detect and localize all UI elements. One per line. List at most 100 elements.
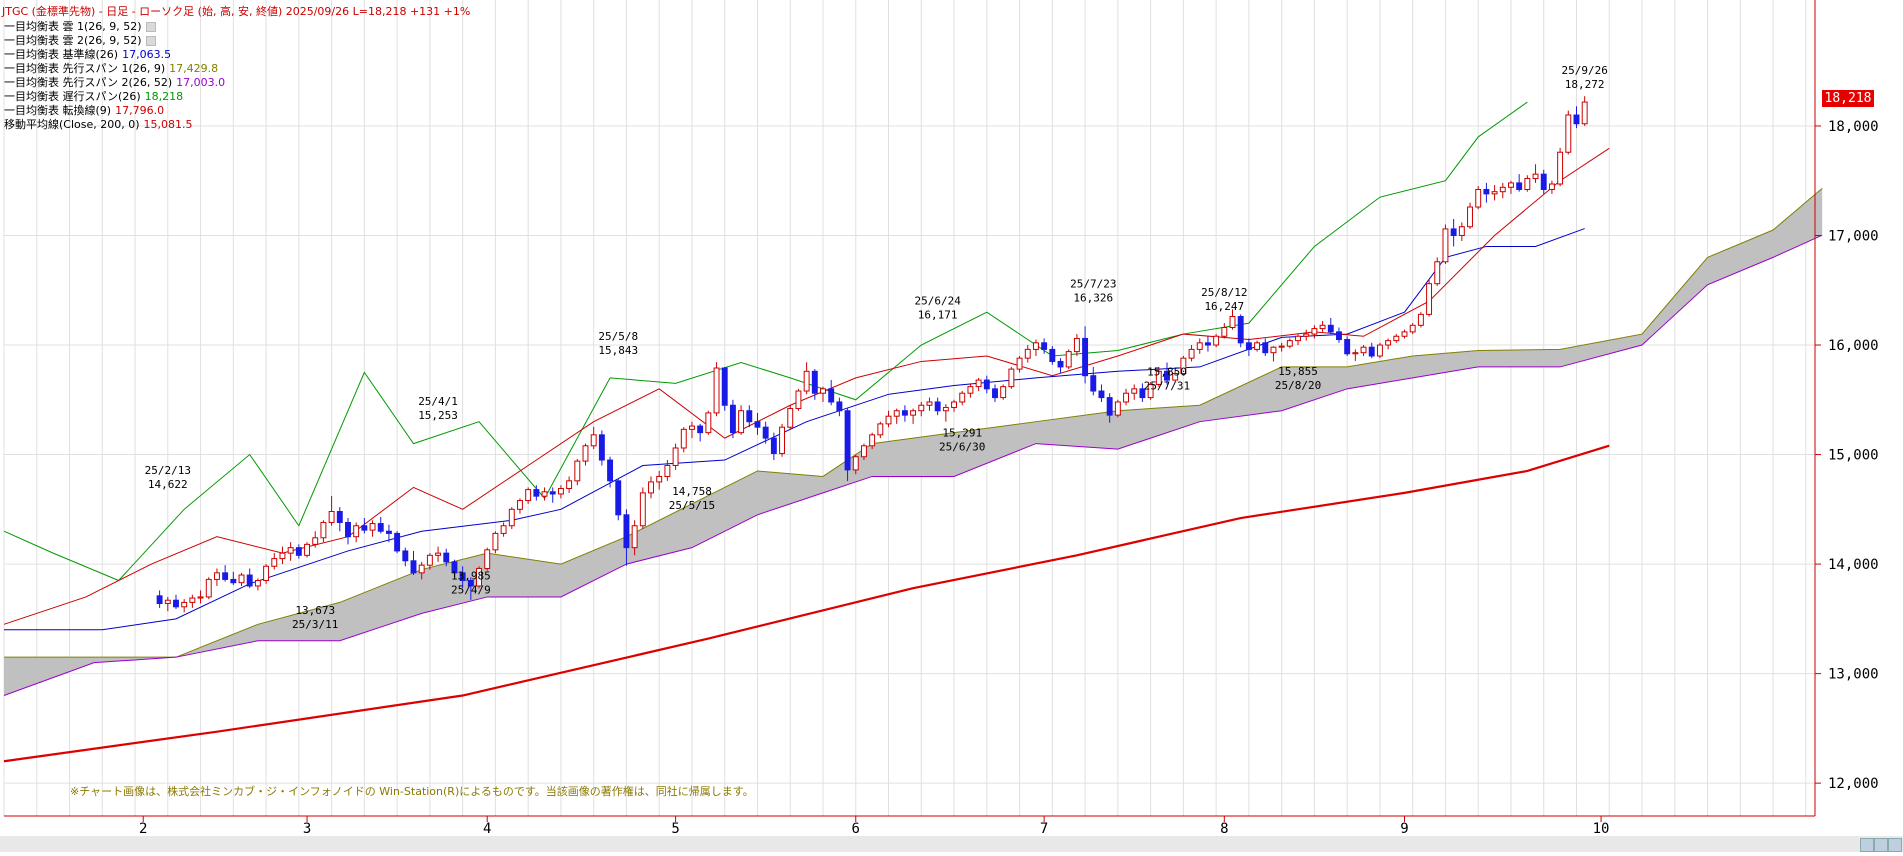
candle-body	[164, 599, 171, 605]
candle-body	[1041, 342, 1048, 350]
candle-body	[852, 456, 859, 471]
zoom-button[interactable]	[1888, 838, 1902, 852]
x-tick-label: 10	[1593, 821, 1610, 837]
candle-body	[1557, 151, 1564, 185]
annotation-label: 25/7/23	[1070, 277, 1116, 290]
candle-body	[549, 491, 556, 495]
candle-body	[1319, 324, 1326, 330]
scroll-left-button[interactable]	[1860, 838, 1874, 852]
candle-body	[1196, 342, 1203, 350]
legend-label: 一目均衡表 先行スパン 2(26, 52)	[4, 76, 173, 89]
candle-body	[336, 511, 343, 523]
candle-body	[271, 558, 278, 567]
candle-body	[967, 386, 974, 394]
candle-body	[1204, 342, 1211, 346]
candle-body	[1123, 392, 1129, 403]
candle-body	[811, 370, 818, 394]
candle-body	[1393, 335, 1400, 342]
candle-body	[254, 580, 261, 587]
candle-body	[1548, 183, 1555, 190]
legend-value: 17,003.0	[176, 76, 226, 89]
candle-body	[1508, 182, 1514, 188]
candle-body	[1467, 206, 1473, 228]
copyright-notice: ※チャート画像は、株式会社ミンカブ・ジ・インフォノイドの Win-Station…	[70, 785, 754, 798]
candle-body	[492, 532, 499, 551]
candle-body	[705, 412, 712, 434]
candle-body	[418, 564, 425, 574]
candle-body	[1131, 388, 1138, 394]
candle-body	[1270, 346, 1277, 354]
x-tick-label: 7	[1040, 821, 1048, 837]
annotation-label: 25/5/15	[669, 499, 715, 512]
candle-body	[1336, 331, 1342, 341]
annotation-label: 13,673	[295, 604, 335, 617]
y-tick-label: 13,000	[1828, 667, 1879, 683]
annotation-label: 15,850	[1147, 365, 1187, 378]
candle-body	[1344, 339, 1351, 355]
candle-body	[557, 488, 564, 495]
candle-body	[238, 574, 245, 584]
candle-body	[443, 552, 450, 563]
candle-body	[467, 580, 474, 587]
candle-body	[426, 554, 433, 566]
candle-body	[279, 552, 286, 560]
candle-body	[1000, 386, 1007, 399]
candle-body	[1155, 370, 1162, 385]
candle-body	[1057, 360, 1064, 368]
annotation-label: 25/6/30	[939, 441, 985, 454]
annotation-label: 15,843	[598, 344, 638, 357]
candle-body	[394, 532, 401, 552]
candle-body	[1516, 182, 1523, 190]
candle-body	[590, 434, 597, 447]
candle-body	[1172, 372, 1179, 381]
candle-body	[803, 370, 810, 392]
candle-body	[574, 460, 581, 482]
scroll-right-button[interactable]	[1874, 838, 1888, 852]
candle-body	[1458, 226, 1465, 236]
candle-body	[582, 445, 589, 462]
candle-body	[533, 489, 540, 497]
candle-body	[1475, 188, 1482, 208]
candle-body	[1385, 340, 1392, 346]
annotation-label: 25/5/8	[598, 330, 638, 343]
candle-body	[1565, 114, 1572, 153]
candle-body	[1106, 397, 1113, 416]
candle-body	[729, 404, 736, 434]
annotation-label: 13,985	[451, 570, 491, 583]
candle-body	[1499, 186, 1506, 193]
candle-body	[1016, 357, 1023, 370]
candle-body	[975, 379, 982, 388]
candle-body	[738, 410, 745, 434]
annotation-label: 15,855	[1278, 365, 1318, 378]
legend-item: 一目均衡表 雲 2(26, 9, 52)	[4, 32, 156, 48]
legend-value: 17,429.8	[169, 62, 219, 75]
legend-item: 一目均衡表 転換線(9) 17,796.0	[4, 102, 164, 118]
candle-body	[877, 423, 884, 436]
candle-body	[1024, 348, 1031, 359]
candle-body	[345, 521, 351, 538]
candle-body	[754, 421, 761, 428]
candle-body	[173, 599, 179, 608]
horizontal-scrollbar[interactable]	[0, 836, 1903, 852]
candle-body	[1286, 340, 1293, 347]
candle-body	[664, 465, 671, 477]
candle-body	[451, 561, 458, 574]
candle-body	[680, 428, 687, 449]
candle-body	[1417, 313, 1424, 326]
candle-body	[1188, 348, 1195, 359]
candle-body	[1082, 337, 1089, 377]
annotation-label: 25/4/9	[451, 584, 491, 597]
legend-label: 一目均衡表 先行スパン 1(26, 9)	[4, 62, 166, 75]
candle-body	[1229, 316, 1236, 328]
x-tick-label: 9	[1400, 821, 1408, 837]
candle-body	[1450, 228, 1457, 236]
candle-body	[828, 388, 835, 403]
candle-body	[1442, 228, 1449, 263]
candle-body	[435, 552, 442, 556]
candle-body	[1090, 375, 1097, 392]
candle-body	[320, 521, 327, 539]
candle-body	[697, 425, 704, 434]
senkou-span-1-line	[4, 188, 1823, 658]
candle-body	[959, 392, 966, 403]
